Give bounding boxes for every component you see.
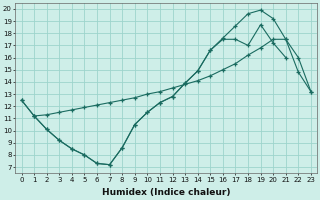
- X-axis label: Humidex (Indice chaleur): Humidex (Indice chaleur): [102, 188, 230, 197]
